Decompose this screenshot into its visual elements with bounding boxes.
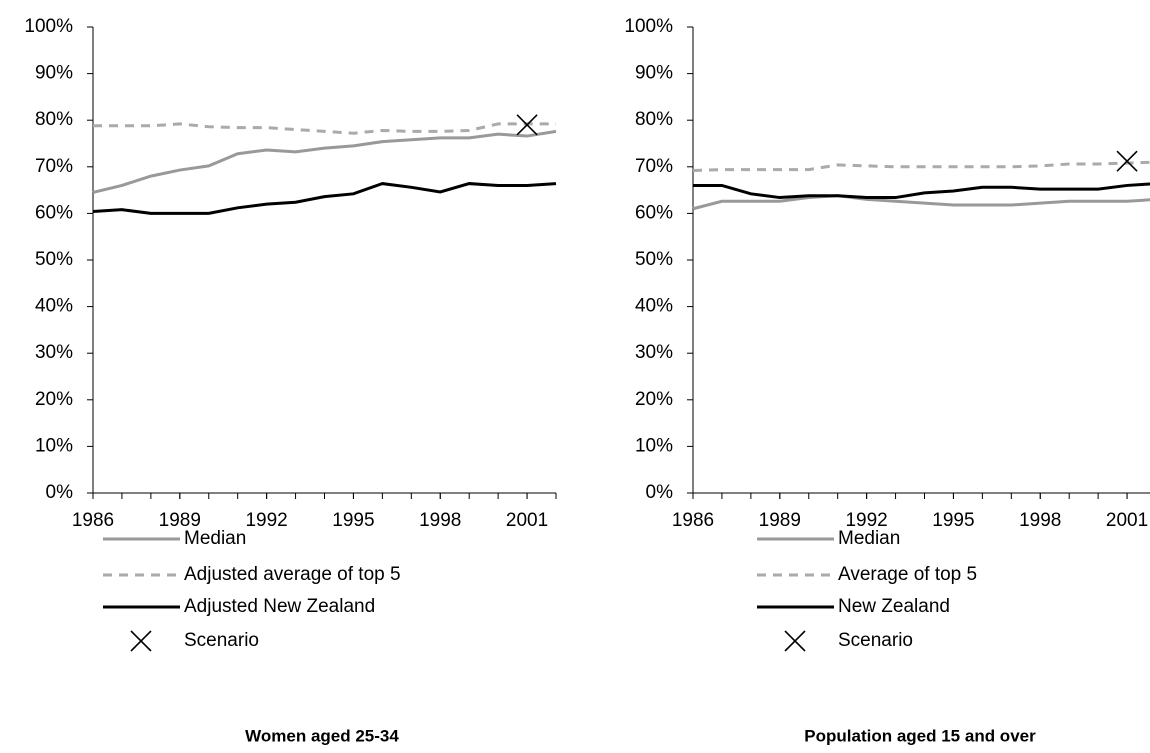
y-tick-label: 60% (635, 202, 673, 223)
x-tick-label: 1998 (1019, 510, 1061, 531)
series-line (92, 182, 557, 215)
series-line (693, 182, 1150, 200)
scenario-marker (1116, 150, 1138, 172)
x-tick-label: 1995 (932, 510, 974, 531)
x-tick-label: 1998 (419, 510, 461, 531)
y-tick-label: 90% (35, 63, 73, 84)
x-tick-label: 1995 (332, 510, 374, 531)
legend-label: Median (838, 528, 900, 549)
y-tick-label: 10% (35, 435, 73, 456)
y-tick-label: 50% (635, 249, 673, 270)
legend-label: Average of top 5 (838, 564, 977, 585)
y-tick-label: 60% (35, 202, 73, 223)
legend-label: New Zealand (838, 596, 950, 617)
y-tick-label: 70% (35, 156, 73, 177)
series-line (93, 122, 556, 135)
x-tick-label: 1989 (759, 510, 801, 531)
chart-caption: Women aged 25-34 (245, 726, 399, 745)
y-tick-label: 80% (35, 109, 73, 130)
x-tick-label: 2001 (1106, 510, 1148, 531)
y-tick-label: 100% (24, 16, 73, 37)
legend-marker (130, 630, 152, 652)
legend-label: Adjusted New Zealand (184, 596, 375, 617)
y-tick-label: 40% (635, 296, 673, 317)
series-line (692, 160, 1150, 173)
y-tick-label: 30% (635, 342, 673, 363)
x-tick-label: 1992 (845, 510, 887, 531)
y-tick-label: 0% (46, 482, 74, 503)
y-tick-label: 100% (624, 16, 673, 37)
y-tick-label: 0% (646, 482, 674, 503)
y-tick-label: 20% (635, 389, 673, 410)
y-tick-label: 80% (635, 109, 673, 130)
legend-label: Adjusted average of top 5 (184, 564, 401, 585)
y-tick-label: 90% (635, 63, 673, 84)
x-tick-label: 1989 (159, 510, 201, 531)
x-tick-label: 1992 (245, 510, 287, 531)
legend-marker (784, 630, 806, 652)
series-line (92, 129, 557, 194)
scenario-marker (516, 114, 538, 136)
legend-label: Scenario (184, 630, 259, 651)
y-tick-label: 30% (35, 342, 73, 363)
y-tick-label: 50% (35, 249, 73, 270)
x-tick-label: 2001 (506, 510, 548, 531)
y-tick-label: 40% (35, 296, 73, 317)
x-tick-label: 1986 (72, 510, 114, 531)
y-tick-label: 20% (35, 389, 73, 410)
series-line (692, 194, 1150, 211)
y-tick-label: 70% (635, 156, 673, 177)
chart-caption: Population aged 15 and over (804, 726, 1036, 745)
y-tick-label: 10% (635, 435, 673, 456)
legend-label: Scenario (838, 630, 913, 651)
legend-label: Median (184, 528, 246, 549)
x-tick-label: 1986 (672, 510, 714, 531)
